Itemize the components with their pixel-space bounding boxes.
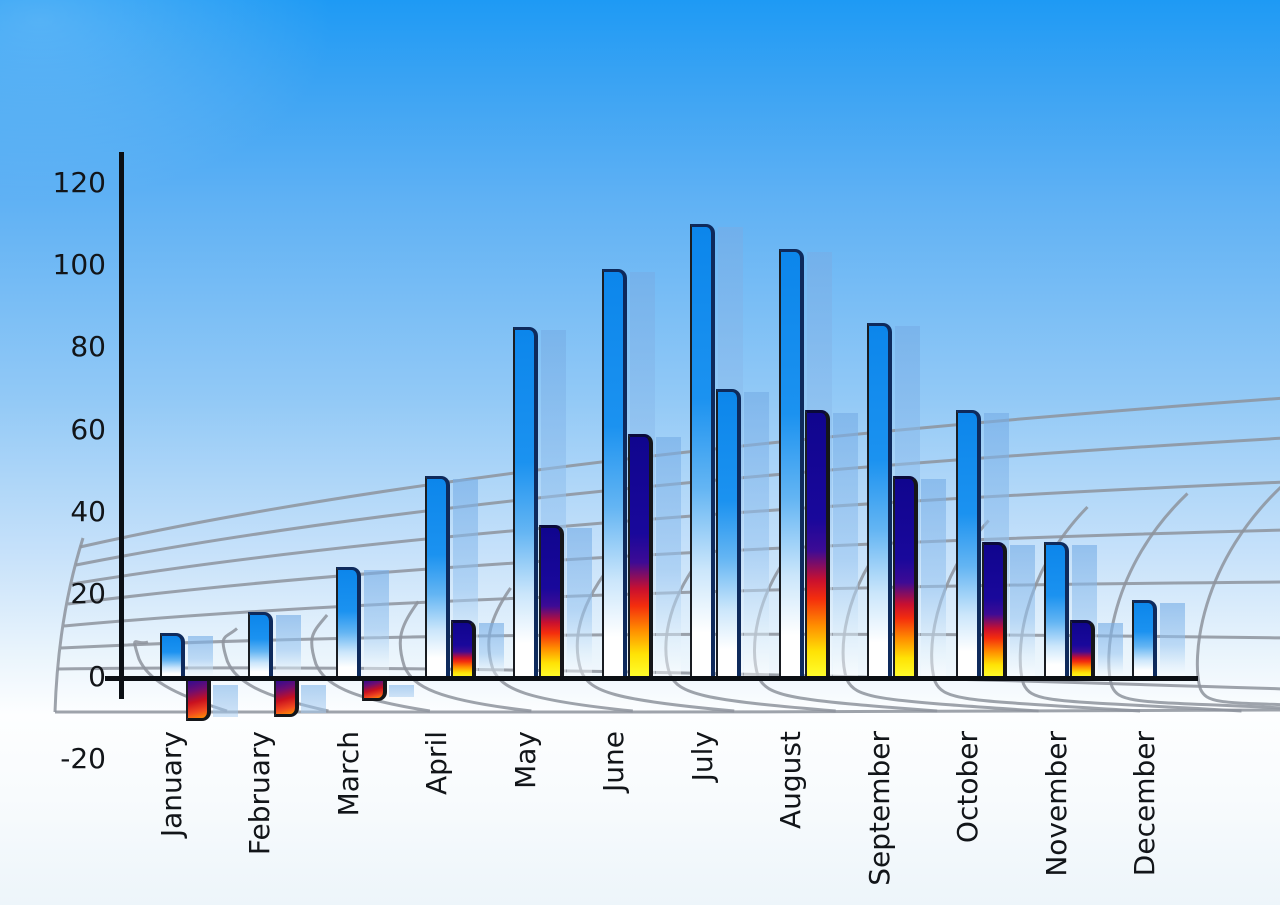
x-axis-label-july: July	[685, 731, 719, 782]
y-axis-line	[119, 152, 124, 699]
bar-june-secondary	[627, 434, 653, 678]
x-axis-label-august: August	[774, 731, 808, 829]
bar-shadow-may-secondary	[567, 528, 593, 678]
x-axis-label-march: March	[331, 731, 365, 817]
y-axis-label-40: 40	[70, 494, 106, 528]
bar-shadow-february-secondary	[300, 685, 326, 714]
y-axis-label-100: 100	[52, 248, 106, 281]
x-axis-label-november: November	[1039, 731, 1073, 877]
y-axis-label-60: 60	[70, 412, 106, 446]
bar-november-secondary	[1070, 620, 1095, 678]
y-axis-label-80: 80	[70, 330, 106, 364]
y-axis-label-0: 0	[88, 659, 106, 693]
bar-shadow-november-secondary	[1098, 623, 1123, 678]
bar-shadow-january-primary	[187, 635, 213, 678]
bar-shadow-june-secondary	[655, 437, 681, 678]
bar-shadow-september-secondary	[921, 478, 947, 678]
x-axis-label-december: December	[1127, 731, 1161, 877]
bar-shadow-august-secondary	[832, 412, 858, 678]
y-axis-label-120: 120	[52, 165, 106, 199]
x-axis-zero-line	[105, 676, 1198, 681]
x-axis-label-may: May	[508, 731, 542, 789]
bar-september-primary	[867, 322, 893, 678]
x-axis-label-february: February	[243, 731, 277, 856]
bar-january-primary	[159, 632, 185, 678]
bar-shadow-july-secondary	[744, 391, 770, 678]
bar-february-primary	[247, 611, 273, 678]
y-axis-label--20: -20	[60, 741, 106, 775]
bar-shadow-february-primary	[275, 614, 301, 678]
bar-june-primary	[601, 269, 627, 678]
bar-shadow-december-primary	[1160, 602, 1186, 678]
bar-october-primary	[955, 409, 981, 678]
x-axis-label-january: January	[155, 731, 188, 838]
x-axis-label-october: October	[951, 731, 985, 844]
bar-shadow-march-secondary	[389, 685, 415, 697]
bar-shadow-april-secondary	[478, 623, 504, 678]
bar-april-secondary	[450, 620, 476, 678]
bar-july-primary	[690, 223, 716, 678]
bar-august-secondary	[804, 409, 830, 678]
bar-august-primary	[778, 248, 804, 678]
bar-shadow-january-secondary	[212, 685, 238, 718]
bar-april-primary	[424, 475, 450, 678]
bar-february-secondary	[273, 680, 299, 718]
bar-november-primary	[1044, 541, 1069, 678]
bar-july-secondary	[716, 388, 742, 678]
bar-september-secondary	[893, 475, 919, 678]
bar-shadow-october-secondary	[1009, 544, 1035, 678]
x-axis-label-april: April	[420, 731, 454, 795]
bar-may-primary	[513, 327, 539, 678]
bar-january-secondary	[185, 680, 211, 722]
bar-october-secondary	[981, 541, 1007, 678]
bar-december-primary	[1132, 599, 1158, 678]
x-axis-label-june: June	[597, 731, 631, 792]
bar-may-secondary	[539, 525, 565, 678]
bar-march-primary	[336, 566, 362, 678]
bar-shadow-march-primary	[364, 569, 390, 678]
y-axis-label-20: 20	[70, 577, 106, 611]
x-axis-label-september: September	[862, 731, 896, 886]
bar-march-secondary	[362, 680, 388, 701]
